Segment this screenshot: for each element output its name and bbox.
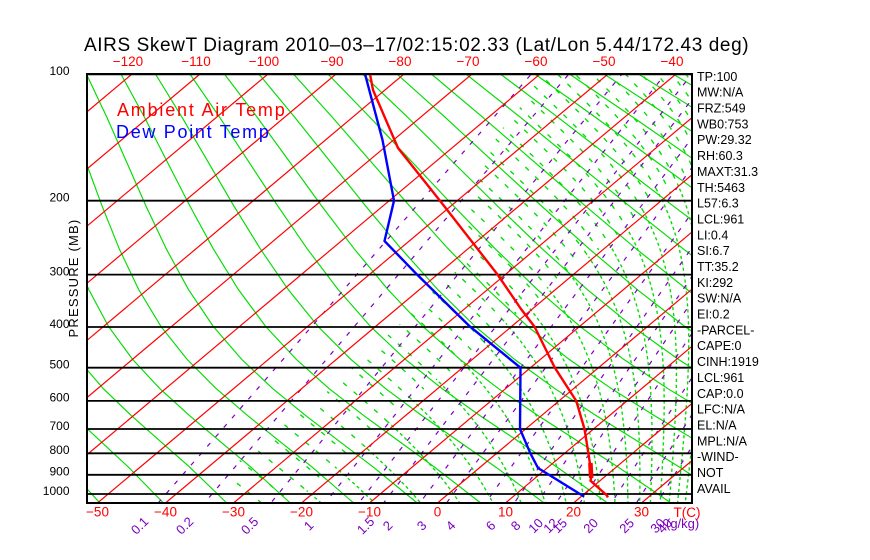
svg-text:Ambient Air Temp: Ambient Air Temp [117, 100, 287, 120]
svg-text:WB0:753: WB0:753 [697, 117, 748, 131]
svg-text:600: 600 [49, 391, 69, 405]
svg-text:−40: −40 [661, 54, 684, 69]
svg-text:EL:N/A: EL:N/A [697, 419, 737, 433]
svg-text:100: 100 [49, 64, 69, 78]
svg-text:1000: 1000 [43, 484, 70, 498]
svg-text:KI:292: KI:292 [697, 276, 733, 290]
svg-text:L57:6.3: L57:6.3 [697, 197, 739, 211]
svg-text:−30: −30 [222, 505, 245, 520]
svg-text:MW:N/A: MW:N/A [697, 86, 744, 100]
svg-text:10: 10 [498, 505, 513, 520]
svg-text:400: 400 [49, 317, 69, 331]
svg-text:NOT: NOT [697, 466, 724, 480]
svg-text:-WIND-: -WIND- [697, 450, 739, 464]
svg-text:900: 900 [49, 465, 69, 479]
svg-text:−100: −100 [249, 54, 279, 69]
svg-text:Dew Point Temp: Dew Point Temp [116, 122, 271, 142]
svg-text:FRZ:549: FRZ:549 [697, 102, 746, 116]
svg-text:−10: −10 [358, 505, 381, 520]
svg-text:LI:0.4: LI:0.4 [697, 228, 728, 242]
svg-text:−120: −120 [113, 54, 143, 69]
svg-text:−70: −70 [457, 54, 480, 69]
svg-text:EI:0.2: EI:0.2 [697, 308, 730, 322]
svg-text:LCL:961: LCL:961 [697, 213, 744, 227]
svg-text:AVAIL: AVAIL [697, 482, 731, 496]
svg-text:20: 20 [566, 505, 581, 520]
svg-text:PRESSURE (MB): PRESSURE (MB) [66, 219, 81, 338]
svg-text:800: 800 [49, 443, 69, 457]
svg-text:MPL:N/A: MPL:N/A [697, 434, 748, 448]
svg-text:SI:6.7: SI:6.7 [697, 244, 730, 258]
svg-text:−50: −50 [593, 54, 616, 69]
svg-text:(g/kg): (g/kg) [666, 516, 699, 531]
svg-text:CINH:1919: CINH:1919 [697, 355, 759, 369]
svg-text:CAP:0.0: CAP:0.0 [697, 387, 744, 401]
svg-text:LFC:N/A: LFC:N/A [697, 403, 746, 417]
svg-text:30: 30 [634, 505, 649, 520]
svg-text:TH:5463: TH:5463 [697, 181, 745, 195]
svg-text:−90: −90 [321, 54, 344, 69]
svg-text:500: 500 [49, 358, 69, 372]
svg-text:-PARCEL-: -PARCEL- [697, 323, 754, 337]
svg-text:LCL:961: LCL:961 [697, 371, 744, 385]
svg-text:−80: −80 [389, 54, 412, 69]
svg-text:−40: −40 [154, 505, 177, 520]
svg-text:TP:100: TP:100 [697, 70, 737, 84]
svg-text:700: 700 [49, 419, 69, 433]
svg-text:RH:60.3: RH:60.3 [697, 149, 743, 163]
svg-text:AIRS SkewT Diagram 2010–03–17/: AIRS SkewT Diagram 2010–03–17/02:15:02.3… [84, 35, 749, 56]
svg-text:MAXT:31.3: MAXT:31.3 [697, 165, 758, 179]
svg-text:SW:N/A: SW:N/A [697, 292, 742, 306]
svg-text:PW:29.32: PW:29.32 [697, 133, 752, 147]
svg-text:T(C): T(C) [674, 505, 701, 520]
svg-text:−50: −50 [86, 505, 109, 520]
svg-text:300: 300 [49, 264, 69, 278]
svg-text:TT:35.2: TT:35.2 [697, 260, 739, 274]
svg-text:200: 200 [49, 191, 69, 205]
svg-text:−110: −110 [181, 54, 210, 69]
svg-text:0: 0 [434, 505, 442, 520]
svg-text:−20: −20 [290, 505, 313, 520]
svg-text:CAPE:0: CAPE:0 [697, 339, 742, 353]
svg-text:−60: −60 [525, 54, 548, 69]
